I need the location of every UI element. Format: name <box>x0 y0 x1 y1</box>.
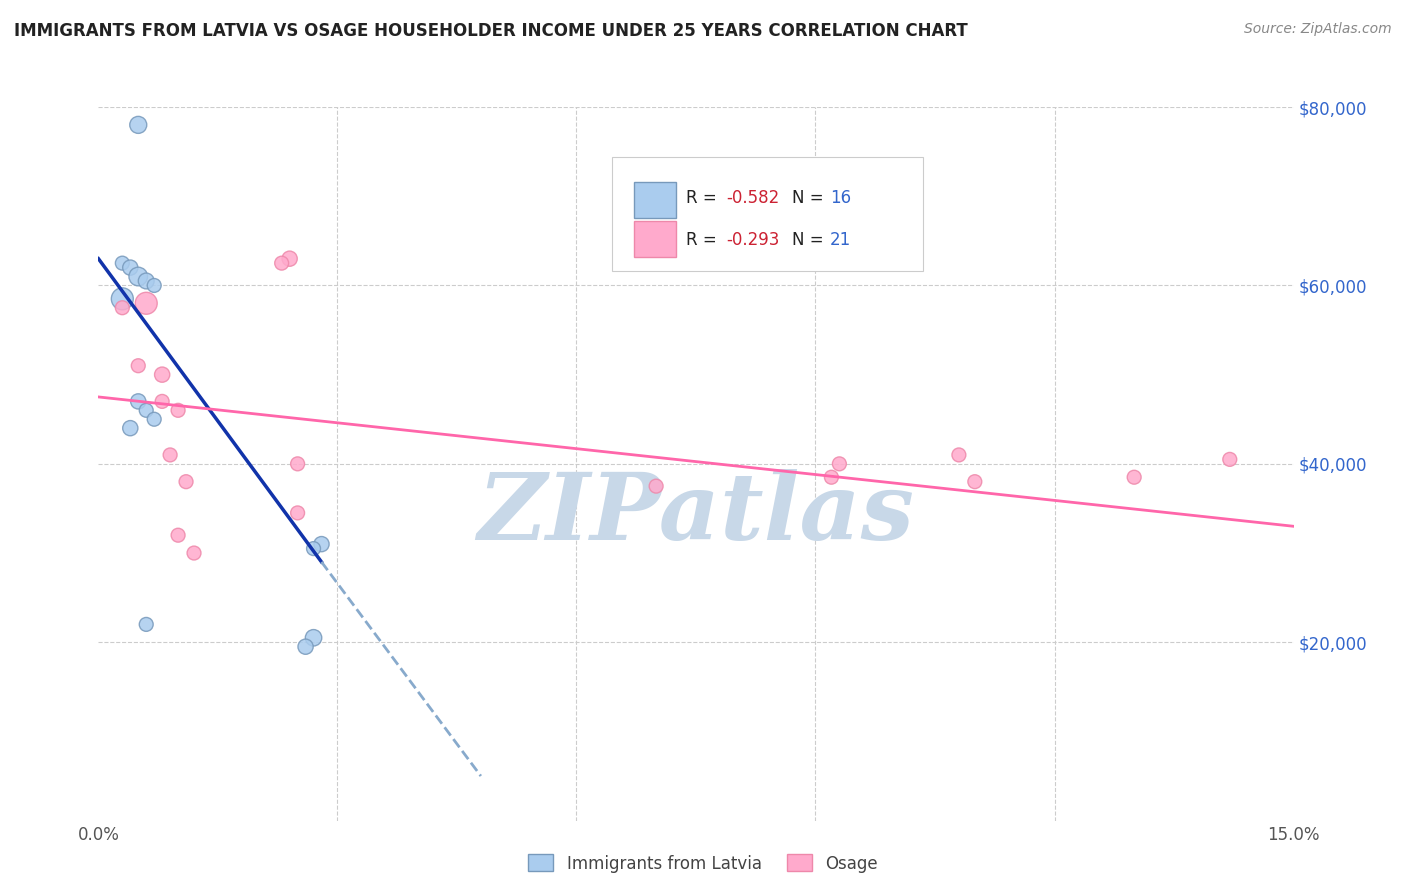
Point <box>111 301 134 315</box>
Point <box>135 617 157 632</box>
Point <box>143 412 166 426</box>
Legend: Immigrants from Latvia, Osage: Immigrants from Latvia, Osage <box>522 847 884 880</box>
Point <box>820 470 842 484</box>
Point <box>645 479 668 493</box>
Text: R =: R = <box>686 232 723 250</box>
Point <box>948 448 970 462</box>
Point <box>167 403 190 417</box>
Text: R =: R = <box>686 189 723 207</box>
Point <box>183 546 205 560</box>
Text: 21: 21 <box>830 232 851 250</box>
Point <box>963 475 986 489</box>
Text: -0.582: -0.582 <box>725 189 779 207</box>
Text: Source: ZipAtlas.com: Source: ZipAtlas.com <box>1244 22 1392 37</box>
Point <box>1219 452 1241 467</box>
Point <box>150 368 173 382</box>
FancyBboxPatch shape <box>613 157 922 271</box>
Point <box>120 260 142 275</box>
Point <box>1123 470 1146 484</box>
Point <box>311 537 333 551</box>
Point <box>120 421 142 435</box>
Point <box>270 256 292 270</box>
Point <box>287 457 309 471</box>
Point <box>143 278 166 293</box>
Point <box>127 118 149 132</box>
Point <box>135 403 157 417</box>
Text: ZIPatlas: ZIPatlas <box>478 469 914 558</box>
Point <box>278 252 301 266</box>
FancyBboxPatch shape <box>634 221 676 257</box>
Point <box>111 256 134 270</box>
Point <box>167 528 190 542</box>
Point <box>287 506 309 520</box>
Point <box>302 631 325 645</box>
Point <box>150 394 173 409</box>
Point <box>127 359 149 373</box>
Point <box>127 394 149 409</box>
Text: 16: 16 <box>830 189 851 207</box>
Point <box>111 292 134 306</box>
Point <box>174 475 197 489</box>
Point <box>135 274 157 288</box>
Point <box>302 541 325 556</box>
Point <box>159 448 181 462</box>
Text: IMMIGRANTS FROM LATVIA VS OSAGE HOUSEHOLDER INCOME UNDER 25 YEARS CORRELATION CH: IMMIGRANTS FROM LATVIA VS OSAGE HOUSEHOL… <box>14 22 967 40</box>
Point <box>127 269 149 284</box>
Text: N =: N = <box>792 189 828 207</box>
FancyBboxPatch shape <box>634 182 676 218</box>
Point <box>828 457 851 471</box>
Point <box>294 640 316 654</box>
Point <box>135 296 157 310</box>
Text: -0.293: -0.293 <box>725 232 779 250</box>
Text: N =: N = <box>792 232 828 250</box>
